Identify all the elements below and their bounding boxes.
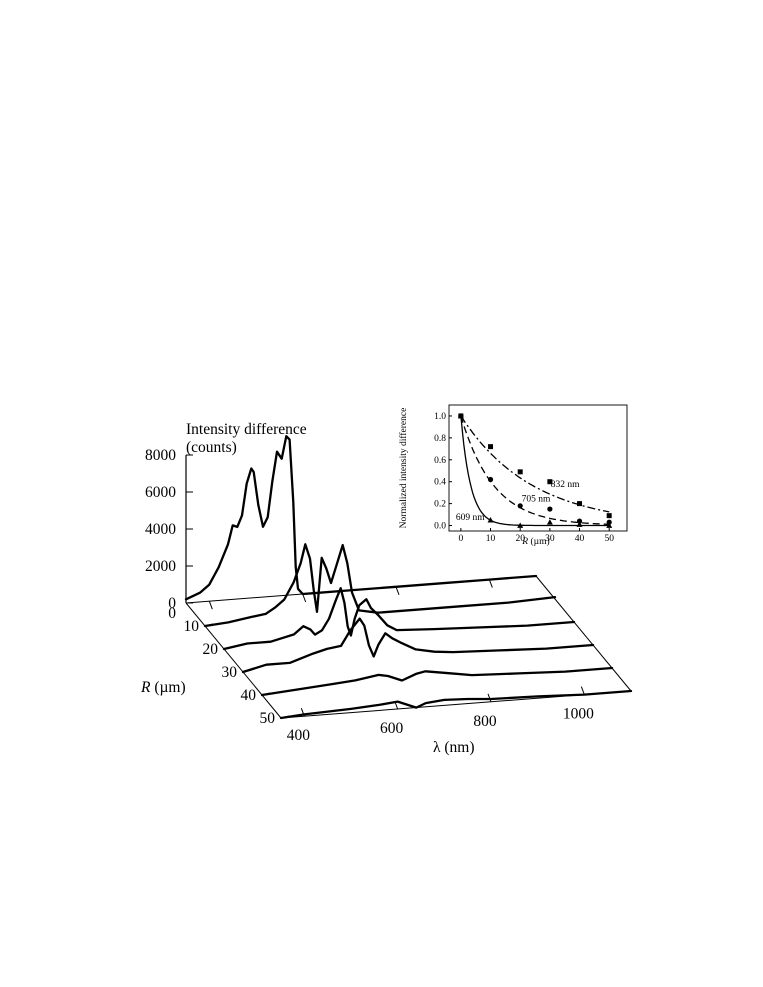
x-tick-label: 400: [287, 727, 311, 744]
x-tick-label: 1000: [563, 706, 594, 723]
r-tick-mark: [280, 715, 290, 719]
inset-x-tick-label: 0: [458, 534, 463, 544]
inset-point-triangle: [576, 521, 583, 527]
x-back-tick-mark: [395, 586, 400, 595]
y-tick-label: 0: [168, 595, 176, 612]
x-tick-mark: [300, 708, 305, 717]
inset-y-tick-label: 0.4: [434, 478, 446, 488]
inset-point-triangle: [546, 519, 553, 525]
r-axis-line: [185, 602, 282, 719]
inset-x-axis-title: R (µm): [521, 536, 549, 547]
inset-series-label-square: 832 nm: [551, 480, 580, 490]
r-tick-label: 20: [203, 641, 219, 658]
inset-x-tick-label: 50: [604, 534, 614, 544]
y-tick-label: 6000: [145, 484, 176, 501]
floor-right-edge: [535, 575, 632, 692]
spectrum-line-r50: [279, 689, 633, 720]
inset-data-points: [457, 412, 613, 528]
inset-point-square: [488, 444, 494, 450]
inset-decay-chart: Normalized intensity difference R (µm) 0…: [398, 404, 628, 547]
x-tick-label: 800: [473, 713, 497, 730]
r-tick-mark: [223, 646, 233, 650]
inset-point-circle: [576, 518, 583, 524]
x-axis-ticks: 400 600 800 1000: [208, 579, 594, 744]
inset-point-triangle: [487, 517, 494, 523]
y-tick-label: 4000: [145, 521, 176, 538]
spectrum-line-r30: [241, 617, 595, 674]
y-tick-label: 2000: [145, 558, 176, 575]
inset-point-square: [577, 501, 583, 507]
inset-x-axis-title-unit: (µm): [528, 536, 550, 547]
inset-point-circle: [606, 519, 612, 525]
r-tick-mark: [242, 669, 252, 673]
inset-point-triangle: [606, 522, 613, 528]
inset-x-tick-label: 20: [515, 534, 525, 544]
inset-fit-curve-square: [460, 415, 610, 513]
x-tick-label: 600: [380, 720, 404, 737]
spectrum-line-r10: [203, 543, 557, 628]
x-tick-mark: [580, 686, 585, 695]
inset-point-circle: [517, 503, 523, 509]
inset-x-tick-label: 10: [486, 534, 496, 544]
inset-point-square: [547, 479, 553, 485]
inset-series-label-triangle: 609 nm: [456, 513, 485, 523]
main-3d-spectrum-chart: Intensity difference (counts) 0200040006…: [140, 421, 633, 756]
inset-fit-curve-circle: [460, 415, 610, 526]
inset-y-tick-label: 0.6: [434, 456, 446, 466]
spectrum-line-r0: [184, 435, 538, 601]
r-tick-mark: [204, 623, 214, 627]
inset-y-tick-label: 0.8: [434, 434, 446, 444]
inset-x-axis-title-symbol: R: [521, 537, 528, 547]
inset-axis-ticks: 0 10 20 30 40 50 0.0 0.2 0.4 0.6 0.8 1.0: [434, 412, 614, 544]
r-tick-label: 10: [184, 618, 200, 635]
spectrum-line-r40: [260, 666, 614, 697]
inset-series-label-circle: 705 nm: [522, 494, 551, 504]
y-tick-label: 8000: [145, 447, 176, 464]
inset-point-square: [606, 513, 612, 519]
inset-fit-curve-triangle: [460, 415, 610, 527]
r-tick-mark: [261, 692, 271, 696]
x-tick-mark: [487, 693, 492, 702]
r-axis-title: R (µm): [140, 679, 186, 696]
x-axis-title: λ (nm): [433, 739, 475, 756]
inset-point-triangle: [457, 412, 464, 419]
inset-point-triangle: [517, 522, 524, 528]
spectrum-line-r20: [222, 587, 576, 651]
spectra-group: [184, 435, 633, 720]
x-back-tick-mark: [488, 579, 493, 588]
r-axis-title-symbol: R: [140, 679, 151, 696]
inset-x-tick-label: 40: [575, 534, 585, 544]
x-tick-mark: [394, 700, 399, 710]
x-back-tick-mark: [208, 601, 213, 610]
inset-point-circle: [487, 476, 494, 483]
y-axis-title-line2: (counts): [186, 439, 237, 456]
r-tick-label: 30: [222, 664, 238, 681]
inset-x-tick-label: 30: [545, 534, 555, 544]
inset-point-circle: [547, 506, 553, 512]
r-tick-label-zero: 0: [168, 605, 176, 622]
x-back-tick-mark: [302, 593, 307, 603]
inset-fit-curves: [460, 415, 610, 527]
inset-y-tick-label: 0.0: [434, 522, 446, 532]
inset-y-axis-title: Normalized intensity difference: [398, 408, 409, 529]
r-tick-label: 40: [241, 687, 257, 704]
inset-frame: [448, 404, 628, 532]
y-axis-ticks: 0 2000 4000 6000 8000: [145, 447, 193, 612]
y-axis-title-line1: Intensity difference: [186, 421, 307, 438]
inset-point-square: [517, 469, 523, 475]
inset-y-tick-label: 0.2: [434, 500, 446, 510]
r-axis-title-unit: (µm): [150, 679, 185, 696]
r-tick-label: 50: [260, 710, 276, 727]
inset-y-tick-label: 1.0: [434, 412, 446, 422]
